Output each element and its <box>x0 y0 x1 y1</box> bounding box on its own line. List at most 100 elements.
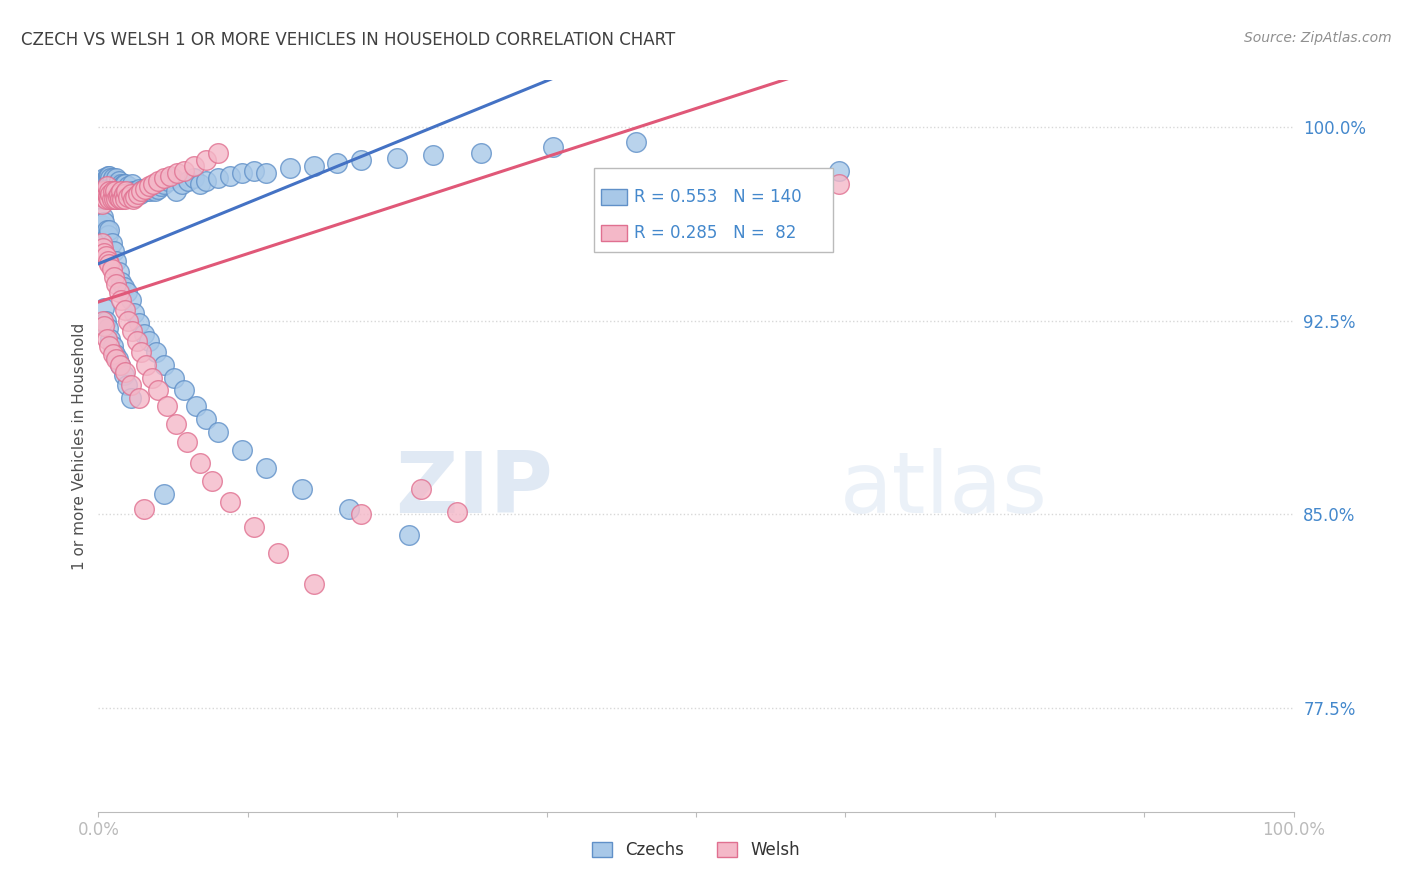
Point <box>107 352 129 367</box>
Point <box>91 192 114 206</box>
Point <box>107 174 129 188</box>
Point <box>107 186 129 201</box>
Point <box>105 171 128 186</box>
Point <box>96 179 118 194</box>
Point <box>127 186 149 201</box>
Point <box>159 169 181 183</box>
Point <box>105 277 128 292</box>
Point <box>93 215 115 229</box>
Point <box>98 186 122 201</box>
Point <box>114 192 136 206</box>
Point <box>107 264 129 278</box>
Point <box>165 185 187 199</box>
Point <box>96 223 118 237</box>
Point <box>93 177 115 191</box>
Point <box>96 171 118 186</box>
Point <box>97 189 120 203</box>
Point <box>828 163 851 178</box>
Point <box>105 192 128 206</box>
Point <box>94 186 117 201</box>
Point <box>122 185 145 199</box>
Point <box>96 186 118 201</box>
Point <box>93 171 115 186</box>
Point <box>153 171 176 186</box>
Point <box>98 339 121 353</box>
Point <box>120 293 142 307</box>
Point <box>267 546 290 560</box>
Point <box>100 192 122 206</box>
Point <box>385 151 409 165</box>
Point <box>120 391 142 405</box>
Text: ZIP: ZIP <box>395 449 553 532</box>
Point <box>105 352 128 367</box>
Point <box>117 189 139 203</box>
Point <box>114 303 136 318</box>
Point <box>103 177 125 191</box>
Point <box>143 185 166 199</box>
Point <box>302 577 325 591</box>
Point <box>339 502 361 516</box>
Point <box>148 384 170 398</box>
Point <box>98 171 122 186</box>
Point <box>112 280 135 294</box>
Point <box>148 174 170 188</box>
Text: CZECH VS WELSH 1 OR MORE VEHICLES IN HOUSEHOLD CORRELATION CHART: CZECH VS WELSH 1 OR MORE VEHICLES IN HOU… <box>21 31 675 49</box>
Point <box>135 185 157 199</box>
Point <box>93 318 115 333</box>
Point <box>124 189 146 203</box>
Point <box>350 508 373 522</box>
Point <box>125 334 148 349</box>
Point <box>101 186 124 201</box>
Point <box>98 257 121 271</box>
Point <box>188 456 211 470</box>
Point <box>97 254 120 268</box>
Point <box>135 358 157 372</box>
Point <box>100 174 122 188</box>
Point <box>94 177 117 191</box>
Point <box>541 140 564 154</box>
Point <box>105 254 128 268</box>
Point <box>100 236 122 251</box>
Point <box>207 425 229 439</box>
Point <box>98 223 121 237</box>
Point <box>110 177 132 191</box>
Point <box>148 182 170 196</box>
Point <box>302 159 325 173</box>
Point <box>93 246 115 260</box>
Point <box>110 275 132 289</box>
Point <box>124 306 146 320</box>
Text: Source: ZipAtlas.com: Source: ZipAtlas.com <box>1244 31 1392 45</box>
Point <box>96 182 118 196</box>
Point <box>97 228 120 243</box>
Point <box>121 186 143 201</box>
Point <box>172 177 194 191</box>
Point <box>254 461 277 475</box>
Point <box>177 174 200 188</box>
Y-axis label: 1 or more Vehicles in Household: 1 or more Vehicles in Household <box>72 322 87 570</box>
Text: R = 0.553   N = 140: R = 0.553 N = 140 <box>634 187 801 205</box>
Point <box>446 505 468 519</box>
Point <box>139 185 162 199</box>
Point <box>117 189 139 203</box>
Point <box>91 218 114 232</box>
Point <box>120 378 142 392</box>
Point <box>107 189 129 203</box>
Point <box>207 171 229 186</box>
Point <box>101 171 124 186</box>
Point <box>186 399 208 413</box>
Point <box>112 186 135 201</box>
Point <box>97 169 120 183</box>
Point <box>105 192 128 206</box>
Point <box>156 174 179 188</box>
Point <box>132 502 155 516</box>
Point <box>121 324 143 338</box>
Point <box>91 185 114 199</box>
Point <box>98 192 121 206</box>
Point <box>97 321 120 335</box>
Point <box>153 358 176 372</box>
Point <box>254 166 277 180</box>
Point <box>112 368 135 382</box>
Point <box>153 177 176 191</box>
Text: atlas: atlas <box>839 449 1047 532</box>
Point <box>195 174 218 188</box>
